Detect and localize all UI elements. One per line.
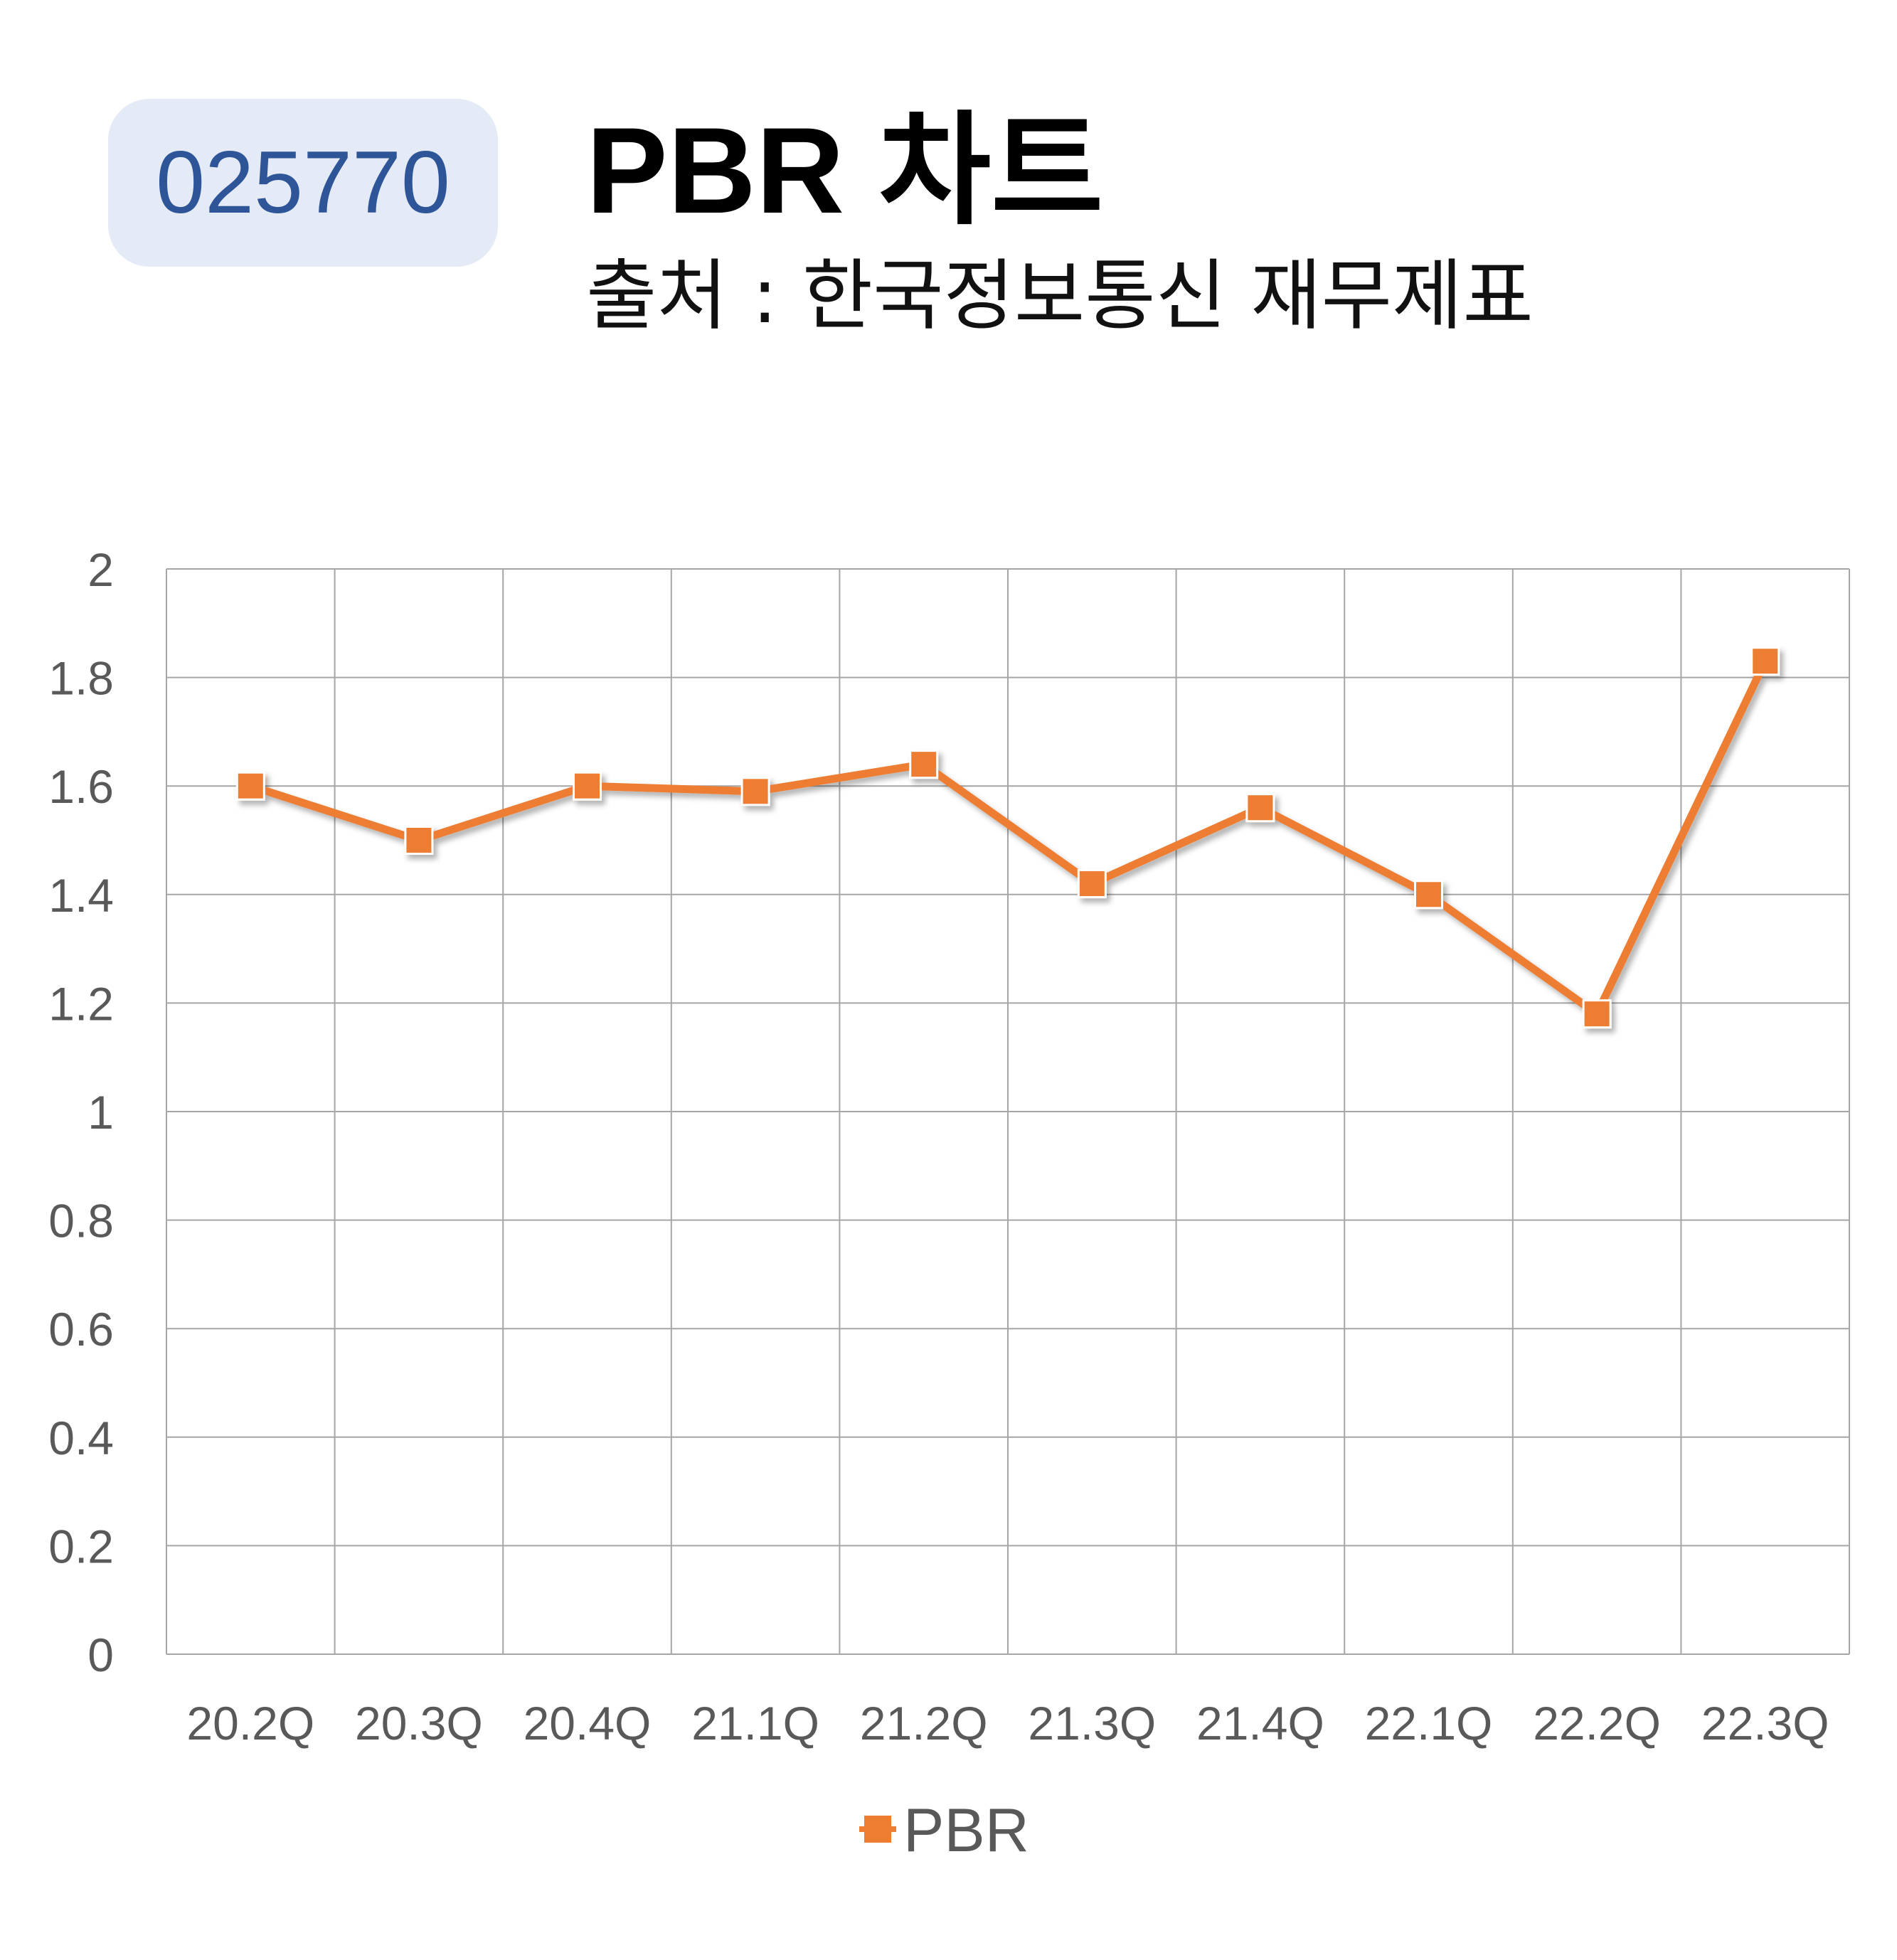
x-tick-label: 21.3Q bbox=[1028, 1697, 1156, 1749]
x-tick-label: 21.2Q bbox=[860, 1697, 988, 1749]
data-point-marker bbox=[573, 771, 602, 801]
x-tick-label: 22.3Q bbox=[1701, 1697, 1829, 1749]
data-point-marker bbox=[740, 777, 770, 806]
series-pbr bbox=[235, 646, 1780, 1029]
y-tick-label: 1.2 bbox=[48, 977, 114, 1030]
grid bbox=[166, 568, 1850, 1655]
y-tick-label: 2 bbox=[87, 543, 114, 596]
data-point-marker bbox=[1750, 646, 1780, 676]
y-tick-label: 1.6 bbox=[48, 760, 114, 813]
x-axis: 20.2Q 20.3Q 20.4Q 21.1Q 21.2Q 21.3Q 21.4Q 22.1Q… bbox=[186, 1697, 1829, 1749]
x-tick-label: 20.4Q bbox=[524, 1697, 652, 1749]
data-point-marker bbox=[235, 771, 265, 801]
x-tick-label: 22.1Q bbox=[1365, 1697, 1493, 1749]
y-tick-label: 0.8 bbox=[48, 1195, 114, 1247]
x-tick-label: 20.3Q bbox=[355, 1697, 483, 1749]
stock-code: 025770 bbox=[156, 134, 450, 232]
y-tick-label: 0.2 bbox=[48, 1520, 114, 1572]
y-tick-label: 0 bbox=[87, 1629, 114, 1681]
chart-subtitle: 출처 : 한국정보통신 재무제표 bbox=[586, 252, 1534, 341]
data-point-marker bbox=[1414, 880, 1443, 910]
legend: PBR bbox=[859, 1796, 1029, 1865]
y-axis: 0 0.2 0.4 0.6 0.8 1 1.2 1.4 1.6 1.8 2 bbox=[48, 543, 114, 1681]
legend-marker-swatch bbox=[864, 1816, 891, 1843]
y-tick-label: 1.4 bbox=[48, 869, 114, 922]
data-point-marker bbox=[1077, 869, 1107, 899]
data-point-marker bbox=[909, 750, 939, 779]
y-tick-label: 1.8 bbox=[48, 652, 114, 705]
x-tick-label: 21.4Q bbox=[1196, 1697, 1324, 1749]
x-tick-label: 21.1Q bbox=[691, 1697, 819, 1749]
data-point-marker bbox=[404, 826, 434, 855]
data-point-marker bbox=[1245, 793, 1275, 823]
y-tick-label: 0.4 bbox=[48, 1412, 114, 1464]
y-tick-label: 1 bbox=[87, 1086, 114, 1139]
data-point-marker bbox=[1582, 999, 1612, 1029]
series-line bbox=[246, 657, 1770, 1018]
chart-title: PBR 차트 bbox=[586, 102, 1104, 239]
y-tick-label: 0.6 bbox=[48, 1303, 114, 1356]
stock-code-badge: 025770 bbox=[108, 99, 498, 267]
x-tick-label: 22.2Q bbox=[1533, 1697, 1661, 1749]
x-tick-label: 20.2Q bbox=[186, 1697, 314, 1749]
legend-label: PBR bbox=[903, 1796, 1029, 1865]
